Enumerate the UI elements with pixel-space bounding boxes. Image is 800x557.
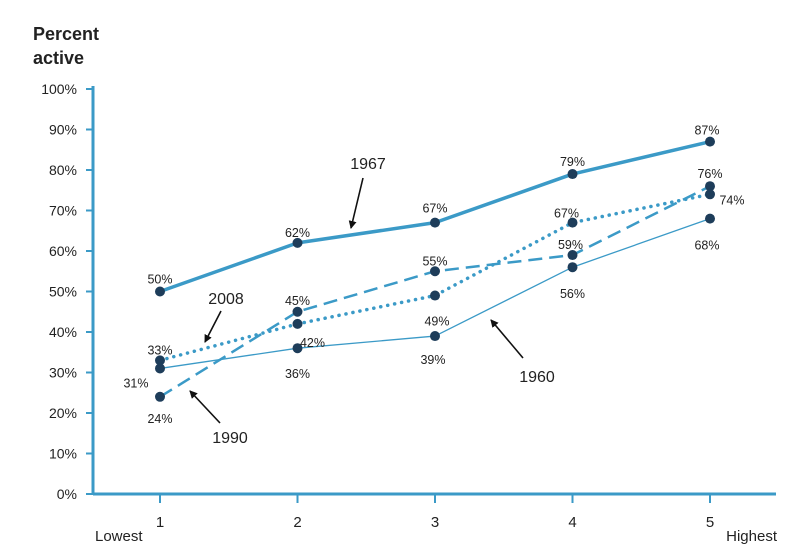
annotation-arrow-2008 <box>204 310 222 343</box>
y-tick-label: 60% <box>49 243 77 259</box>
data-label-1960: 39% <box>420 353 445 367</box>
data-point-1960 <box>430 331 440 342</box>
data-point-1960 <box>155 363 165 374</box>
data-label-1960: 36% <box>285 367 310 381</box>
data-point-1967 <box>567 169 578 180</box>
y-tick-label: 70% <box>49 203 77 219</box>
x-tick-label: 2 <box>293 514 301 531</box>
data-point-2008 <box>430 290 440 301</box>
y-tick-label: 20% <box>49 405 77 421</box>
annotation-arrow-1967 <box>348 177 364 229</box>
x-tick-label: 4 <box>568 514 576 531</box>
data-point-2008 <box>567 217 578 228</box>
data-point-2008 <box>705 189 715 200</box>
data-label-1967: 62% <box>285 226 310 240</box>
data-point-2008 <box>155 355 165 366</box>
data-label-1967: 79% <box>560 155 585 169</box>
data-label-1960: 68% <box>694 239 719 253</box>
data-label-1990: 55% <box>422 254 447 268</box>
data-label-1960: 56% <box>560 287 585 301</box>
series-annotation-1990: 1990 <box>212 430 248 447</box>
data-point-1990 <box>705 181 715 192</box>
data-label-2008: 74% <box>719 193 744 207</box>
data-point-1990 <box>567 250 578 261</box>
data-point-1967 <box>430 217 440 228</box>
data-point-1967 <box>705 136 715 147</box>
data-label-1990: 59% <box>558 238 583 252</box>
data-label-2008: 42% <box>300 336 325 350</box>
series-annotation-2008: 2008 <box>208 291 244 308</box>
y-tick-label: 0% <box>57 486 77 502</box>
data-point-1990 <box>155 391 165 402</box>
y-tick-label: 100% <box>41 81 77 97</box>
data-point-1990 <box>292 306 303 317</box>
x-end-label-highest: Highest <box>726 528 778 545</box>
data-label-2008: 67% <box>554 207 579 221</box>
data-point-1960 <box>705 213 715 224</box>
data-label-1967: 67% <box>422 202 447 216</box>
y-tick-label: 10% <box>49 446 77 462</box>
data-point-1960 <box>292 343 303 354</box>
y-tick-label: 40% <box>49 324 77 340</box>
data-label-2008: 33% <box>147 343 172 357</box>
data-label-1990: 45% <box>285 294 310 308</box>
data-point-1990 <box>430 266 440 277</box>
series-annotation-1960: 1960 <box>519 369 555 386</box>
data-point-1967 <box>155 286 165 297</box>
y-tick-label: 90% <box>49 122 77 138</box>
data-point-1960 <box>567 262 578 273</box>
data-label-2008: 49% <box>424 315 449 329</box>
x-end-label-lowest: Lowest <box>95 528 143 545</box>
series-annotation-1967: 1967 <box>350 156 386 173</box>
y-tick-label: 80% <box>49 162 77 178</box>
data-label-1990: 76% <box>697 167 722 181</box>
data-label-1960: 31% <box>123 376 148 390</box>
y-axis-title: Percent active <box>33 24 100 68</box>
data-point-1967 <box>292 237 303 248</box>
annotation-arrow-1960 <box>490 319 524 359</box>
data-label-1967: 50% <box>147 273 172 287</box>
data-label-1990: 24% <box>147 412 172 426</box>
annotation-arrow-1990 <box>189 390 221 424</box>
data-point-2008 <box>292 318 303 329</box>
x-tick-label: 5 <box>706 514 714 531</box>
x-tick-label: 3 <box>431 514 439 531</box>
x-tick-label: 1 <box>156 514 164 531</box>
data-label-1967: 87% <box>694 124 719 138</box>
y-tick-label: 30% <box>49 365 77 381</box>
y-tick-label: 50% <box>49 284 77 300</box>
